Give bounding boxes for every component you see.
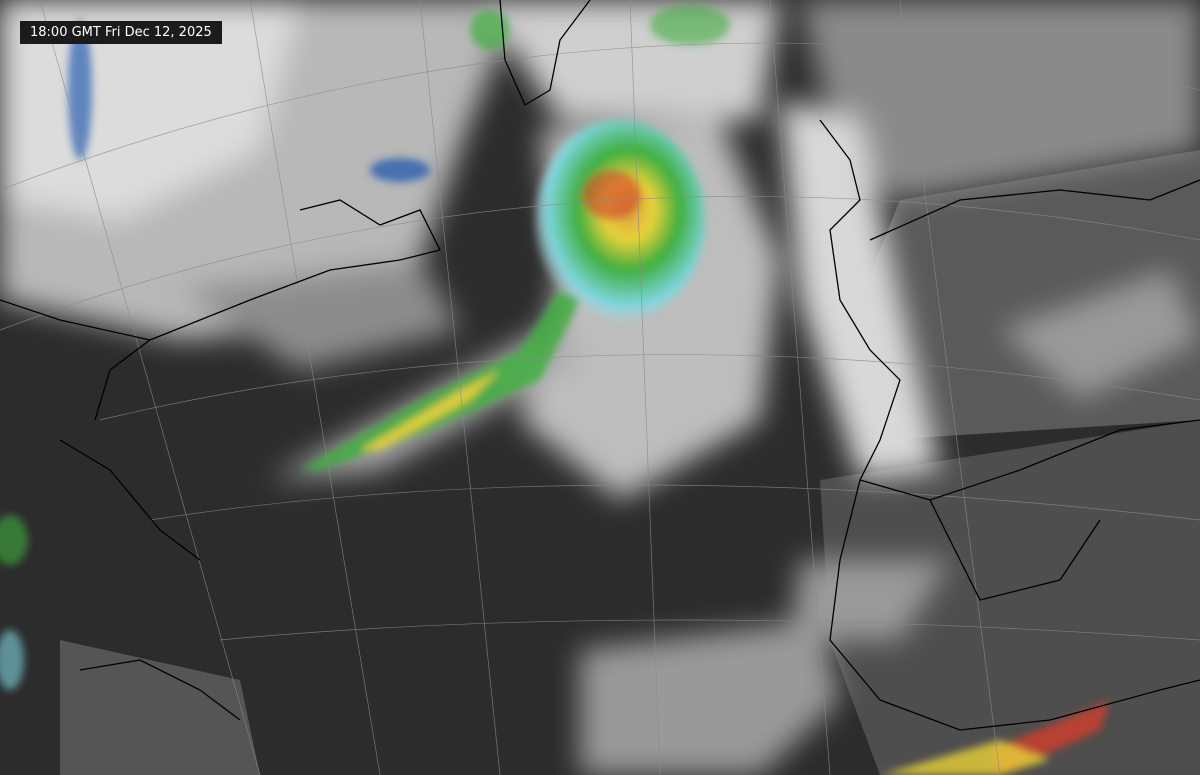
timestamp-label: 18:00 GMT Fri Dec 12, 2025 bbox=[20, 21, 222, 44]
coastlines-borders bbox=[0, 0, 1200, 731]
cold-cloud-tops bbox=[0, 5, 1110, 775]
